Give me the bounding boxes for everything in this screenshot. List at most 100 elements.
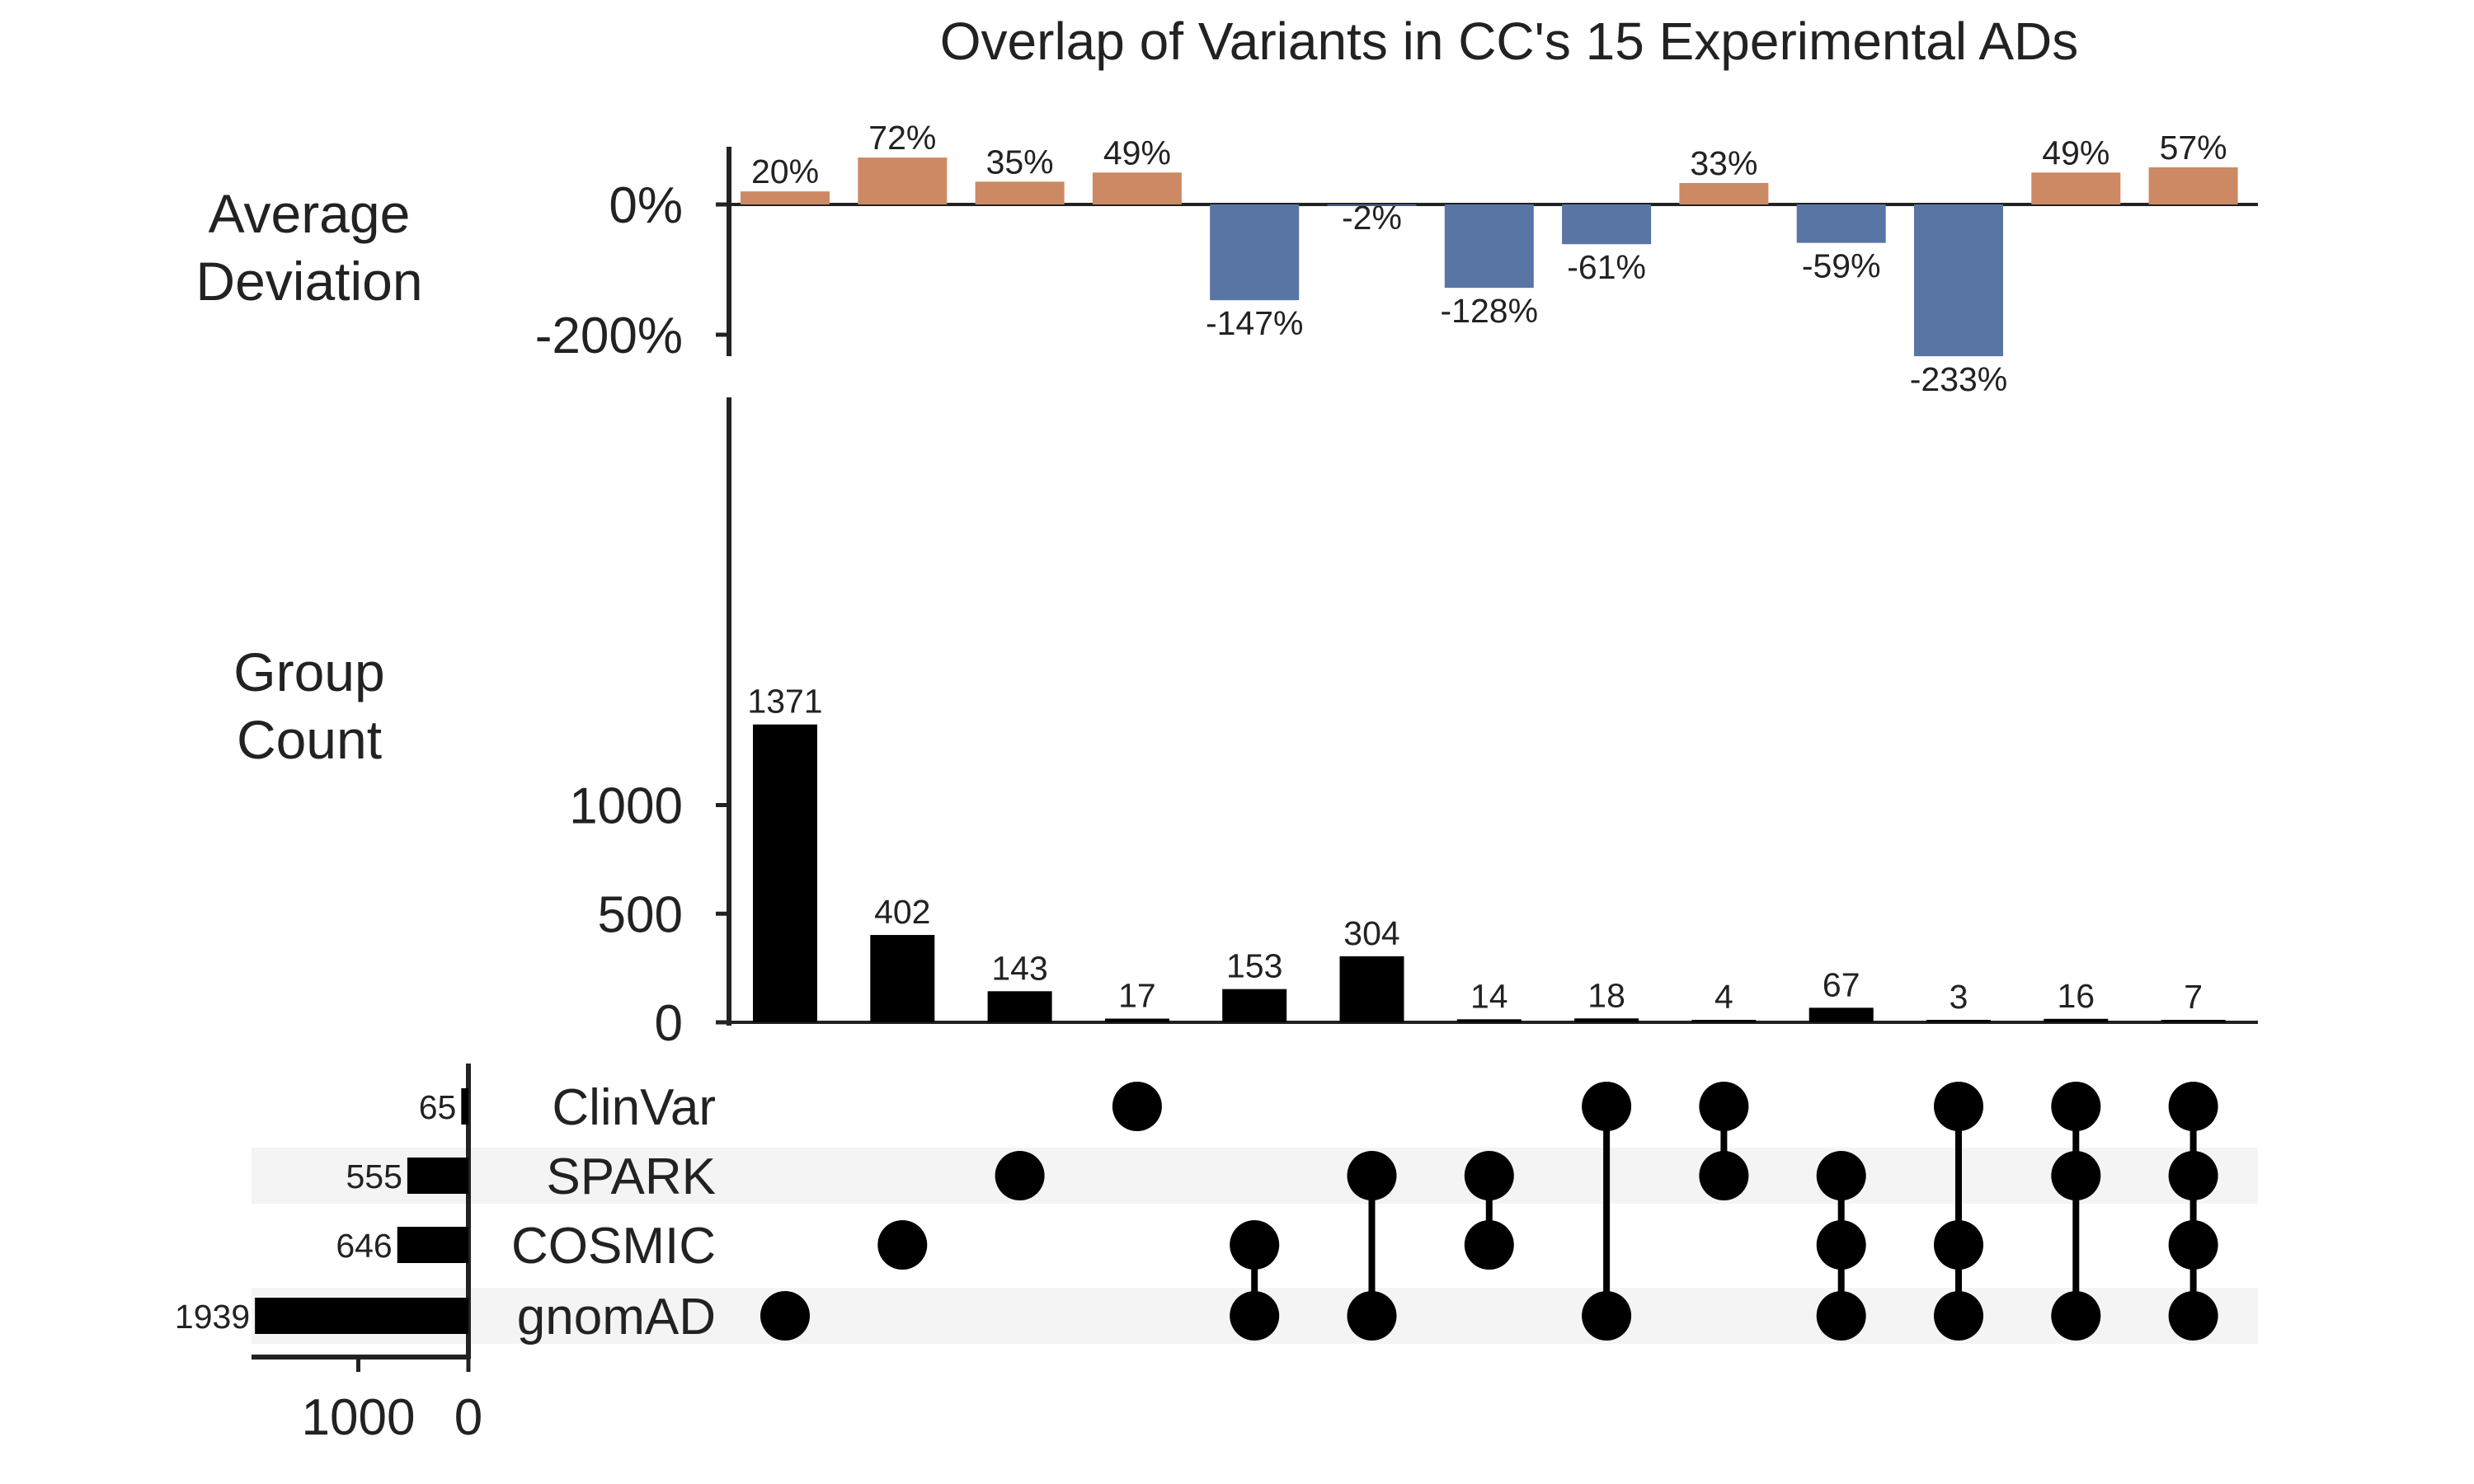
matrix-dot: [2168, 1082, 2218, 1131]
deviation-bar-label: -128%: [1441, 292, 1539, 330]
matrix-dot: [2051, 1291, 2101, 1341]
deviation-bar-label: -59%: [1802, 247, 1881, 285]
deviation-bar-label: 35%: [986, 143, 1054, 181]
matrix-dot: [1816, 1291, 1866, 1341]
set-size-bar: [255, 1298, 468, 1334]
set-size-bar: [407, 1158, 468, 1194]
count-bar: [2161, 1020, 2226, 1022]
count-bar: [753, 724, 817, 1022]
set-size-bar: [397, 1227, 468, 1263]
count-bar: [1691, 1020, 1757, 1022]
deviation-tick-label: -200%: [535, 308, 683, 364]
deviation-bar: [1914, 204, 2003, 357]
matrix-dot: [760, 1291, 810, 1341]
deviation-bar-label: 33%: [1690, 144, 1757, 182]
matrix-dot: [1464, 1220, 1514, 1270]
matrix-dot: [2168, 1220, 2218, 1270]
count-axis-label: Group: [233, 641, 384, 702]
deviation-bar: [1679, 182, 1769, 204]
matrix-dot: [877, 1220, 928, 1270]
deviation-bar-label: -2%: [1342, 199, 1402, 237]
deviation-bar: [1092, 172, 1182, 204]
deviation-tick-label: 0%: [609, 177, 683, 234]
matrix-dot: [1464, 1151, 1514, 1200]
count-axis-label: Count: [237, 709, 382, 770]
matrix-dot: [2168, 1291, 2218, 1341]
set-size-tick-label: 0: [454, 1389, 482, 1446]
count-bar-label: 18: [1587, 976, 1625, 1014]
deviation-panel: 0% -200% Average Deviation 20% 72% 35% 49% -147%…: [195, 119, 2258, 398]
deviation-bar-label: 57%: [2160, 129, 2227, 167]
deviation-bar: [741, 191, 830, 204]
count-bar: [870, 935, 935, 1022]
matrix-dot: [1934, 1220, 1983, 1270]
set-size-panel: 1000 0 65 555 646 1939: [175, 1064, 482, 1446]
membership-matrix: ClinVar SPARK COSMIC gnomAD: [252, 1079, 2258, 1345]
matrix-dot: [1816, 1220, 1866, 1270]
count-bar: [1456, 1019, 1522, 1022]
set-size-bar: [461, 1088, 468, 1125]
deviation-bar: [1327, 204, 1417, 206]
matrix-dot: [995, 1151, 1045, 1200]
set-size-tick-label: 1000: [302, 1389, 416, 1446]
deviation-bar: [2031, 172, 2121, 204]
matrix-dot: [2051, 1151, 2101, 1200]
count-bar: [1926, 1020, 1991, 1022]
deviation-bar-label: 20%: [751, 153, 819, 190]
deviation-axis-label: Deviation: [195, 251, 422, 312]
deviation-bar: [975, 181, 1065, 204]
deviation-bar-label: 49%: [1103, 134, 1171, 171]
deviation-bar: [858, 157, 948, 204]
set-size-label: 65: [419, 1088, 457, 1126]
matrix-dot: [1112, 1082, 1162, 1131]
deviation-bar-label: -147%: [1206, 304, 1304, 342]
count-bar-label: 3: [1950, 978, 1968, 1016]
deviation-axis-label: Average: [209, 183, 411, 244]
count-bar: [1104, 1018, 1169, 1022]
chart-title: Overlap of Variants in CC's 15 Experimen…: [940, 12, 2079, 71]
set-name-label: COSMIC: [511, 1218, 716, 1275]
deviation-bar: [1796, 204, 1886, 243]
deviation-bar-label: 72%: [868, 119, 936, 157]
set-size-label: 646: [336, 1227, 392, 1265]
deviation-bar: [1444, 204, 1534, 289]
count-bar-label: 1371: [747, 683, 822, 721]
set-name-label: SPARK: [546, 1148, 716, 1205]
deviation-bar-label: 49%: [2042, 134, 2109, 171]
count-bar-label: 143: [991, 949, 1047, 987]
deviation-bar: [2148, 167, 2238, 204]
count-bar-label: 67: [1823, 965, 1860, 1003]
matrix-dot: [2051, 1082, 2101, 1131]
deviation-bar-label: -61%: [1567, 248, 1646, 286]
count-bar: [987, 991, 1052, 1022]
matrix-dot: [1934, 1082, 1983, 1131]
matrix-dot: [1347, 1151, 1397, 1200]
count-panel: 0 500 1000 Group Count 1371 402 143 17 153 304 14 18…: [233, 397, 2258, 1052]
matrix-dot: [1230, 1220, 1280, 1270]
count-bar-label: 304: [1343, 914, 1399, 952]
matrix-row-shade: [252, 1148, 2258, 1204]
deviation-bar: [1562, 204, 1652, 245]
set-name-label: gnomAD: [517, 1289, 716, 1345]
matrix-dot: [1699, 1082, 1749, 1131]
count-tick-label: 500: [598, 886, 683, 943]
count-tick-label: 1000: [569, 778, 683, 835]
count-bar: [1339, 956, 1404, 1022]
count-bar-label: 17: [1118, 977, 1156, 1015]
count-tick-label: 0: [655, 995, 683, 1052]
set-size-label: 1939: [175, 1298, 250, 1336]
count-bar-label: 16: [2057, 977, 2095, 1015]
count-bar: [1808, 1007, 1874, 1022]
matrix-dot: [1582, 1082, 1632, 1131]
count-bar-label: 4: [1714, 978, 1733, 1016]
count-bar: [1222, 989, 1287, 1022]
matrix-dot: [1816, 1151, 1866, 1200]
count-bar-label: 153: [1226, 947, 1282, 985]
count-bar: [2044, 1018, 2109, 1022]
matrix-dot: [1582, 1291, 1632, 1341]
matrix-dot: [1347, 1291, 1397, 1341]
count-bar-label: 14: [1470, 977, 1508, 1015]
count-bar-label: 402: [874, 893, 930, 931]
count-bar: [1574, 1018, 1639, 1022]
